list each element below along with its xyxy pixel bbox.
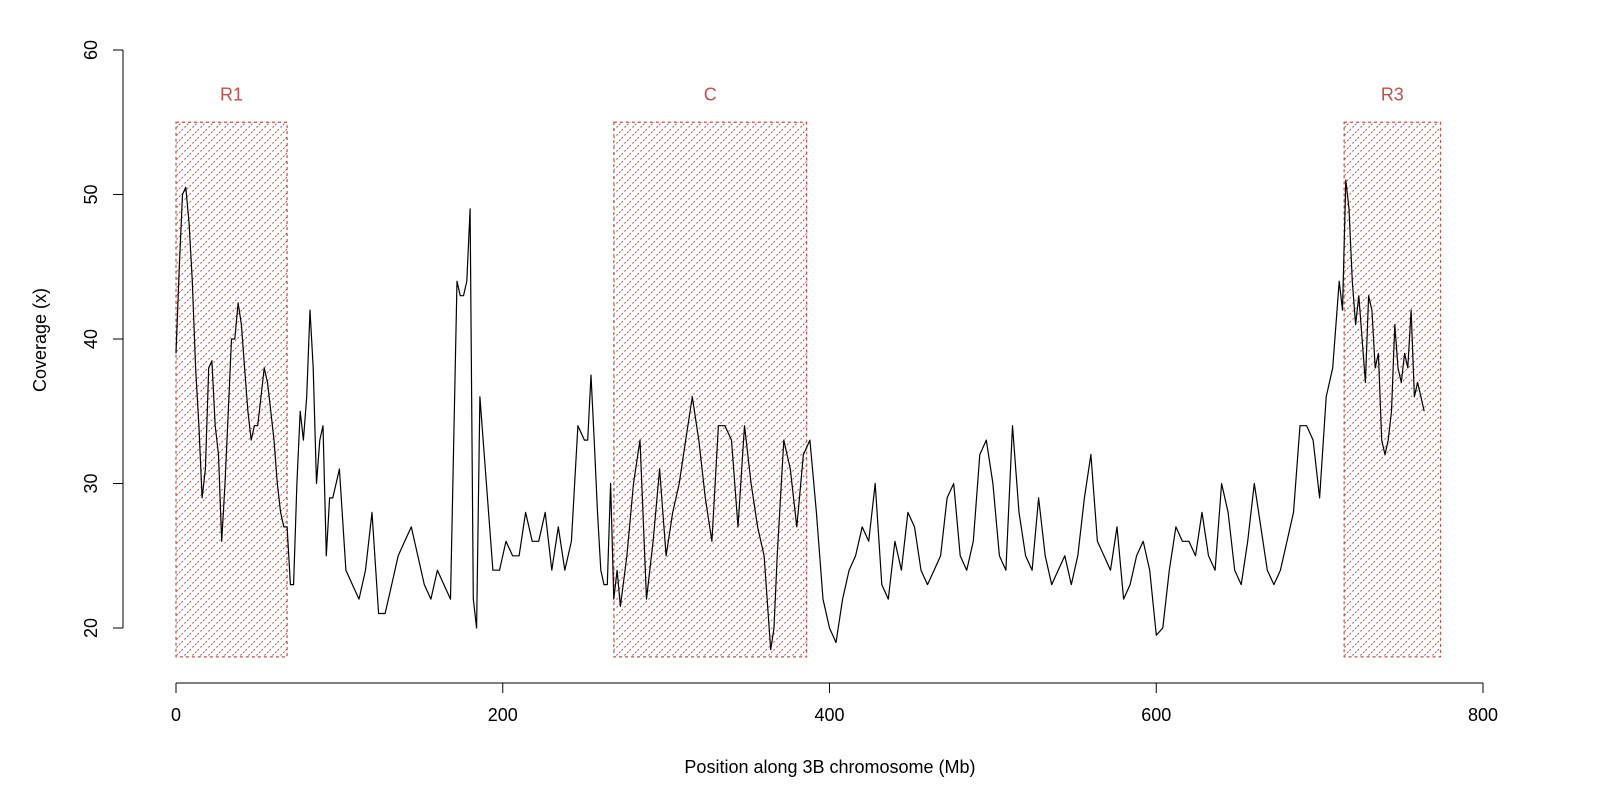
x-tick-label: 800 [1468,705,1498,725]
x-tick-label: 600 [1141,705,1171,725]
regions-layer: R1 C R3 [175,84,1442,658]
region-r1 [175,121,288,658]
coverage-series-line [175,179,1425,651]
y-tick-label: 30 [81,473,101,493]
region-label-r1: R1 [220,84,243,104]
x-tick-label: 400 [814,705,844,725]
x-axis-title: Position along 3B chromosome (Mb) [684,757,975,777]
y-tick-label: 40 [81,329,101,349]
y-tick-label: 20 [81,618,101,638]
region-label-c: C [704,84,717,104]
series-layer [175,179,1425,651]
x-tick-label: 200 [488,705,518,725]
region-label-r3: R3 [1381,84,1404,104]
region-c [613,121,808,658]
y-tick-label: 60 [81,40,101,60]
y-axis-title: Coverage (x) [30,288,50,392]
x-tick-label: 0 [171,705,181,725]
y-tick-label: 50 [81,184,101,204]
